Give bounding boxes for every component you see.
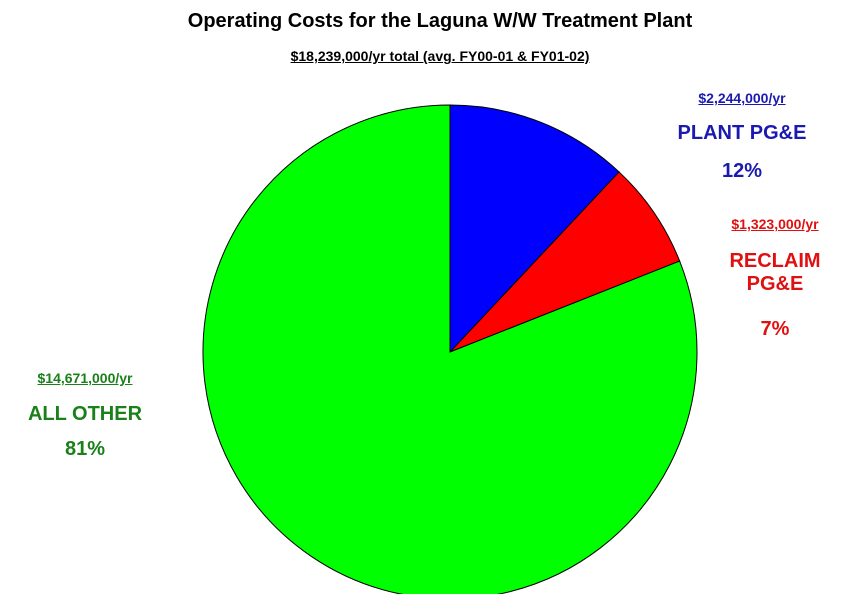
slice-label: RECLAIM PG&E [729, 250, 821, 295]
amount-label: $14,671,000/yr [37, 370, 133, 386]
value-label: 81% [64, 438, 106, 460]
chart-subtitle: $18,239,000/yr total (avg. FY00-01 & FY0… [290, 48, 590, 64]
amount-label: $2,244,000/yr [698, 90, 786, 106]
pie-slice [202, 104, 698, 594]
slice-label: PLANT PG&E [677, 122, 807, 144]
chart-title: Operating Costs for the Laguna W/W Treat… [187, 10, 693, 32]
amount-label: $1,323,000/yr [731, 216, 819, 232]
slice-label: ALL OTHER [27, 403, 143, 425]
pie-slice [449, 171, 681, 353]
value-label: 12% [721, 160, 763, 182]
value-label: 7% [760, 318, 790, 340]
pie-slice [449, 104, 620, 354]
